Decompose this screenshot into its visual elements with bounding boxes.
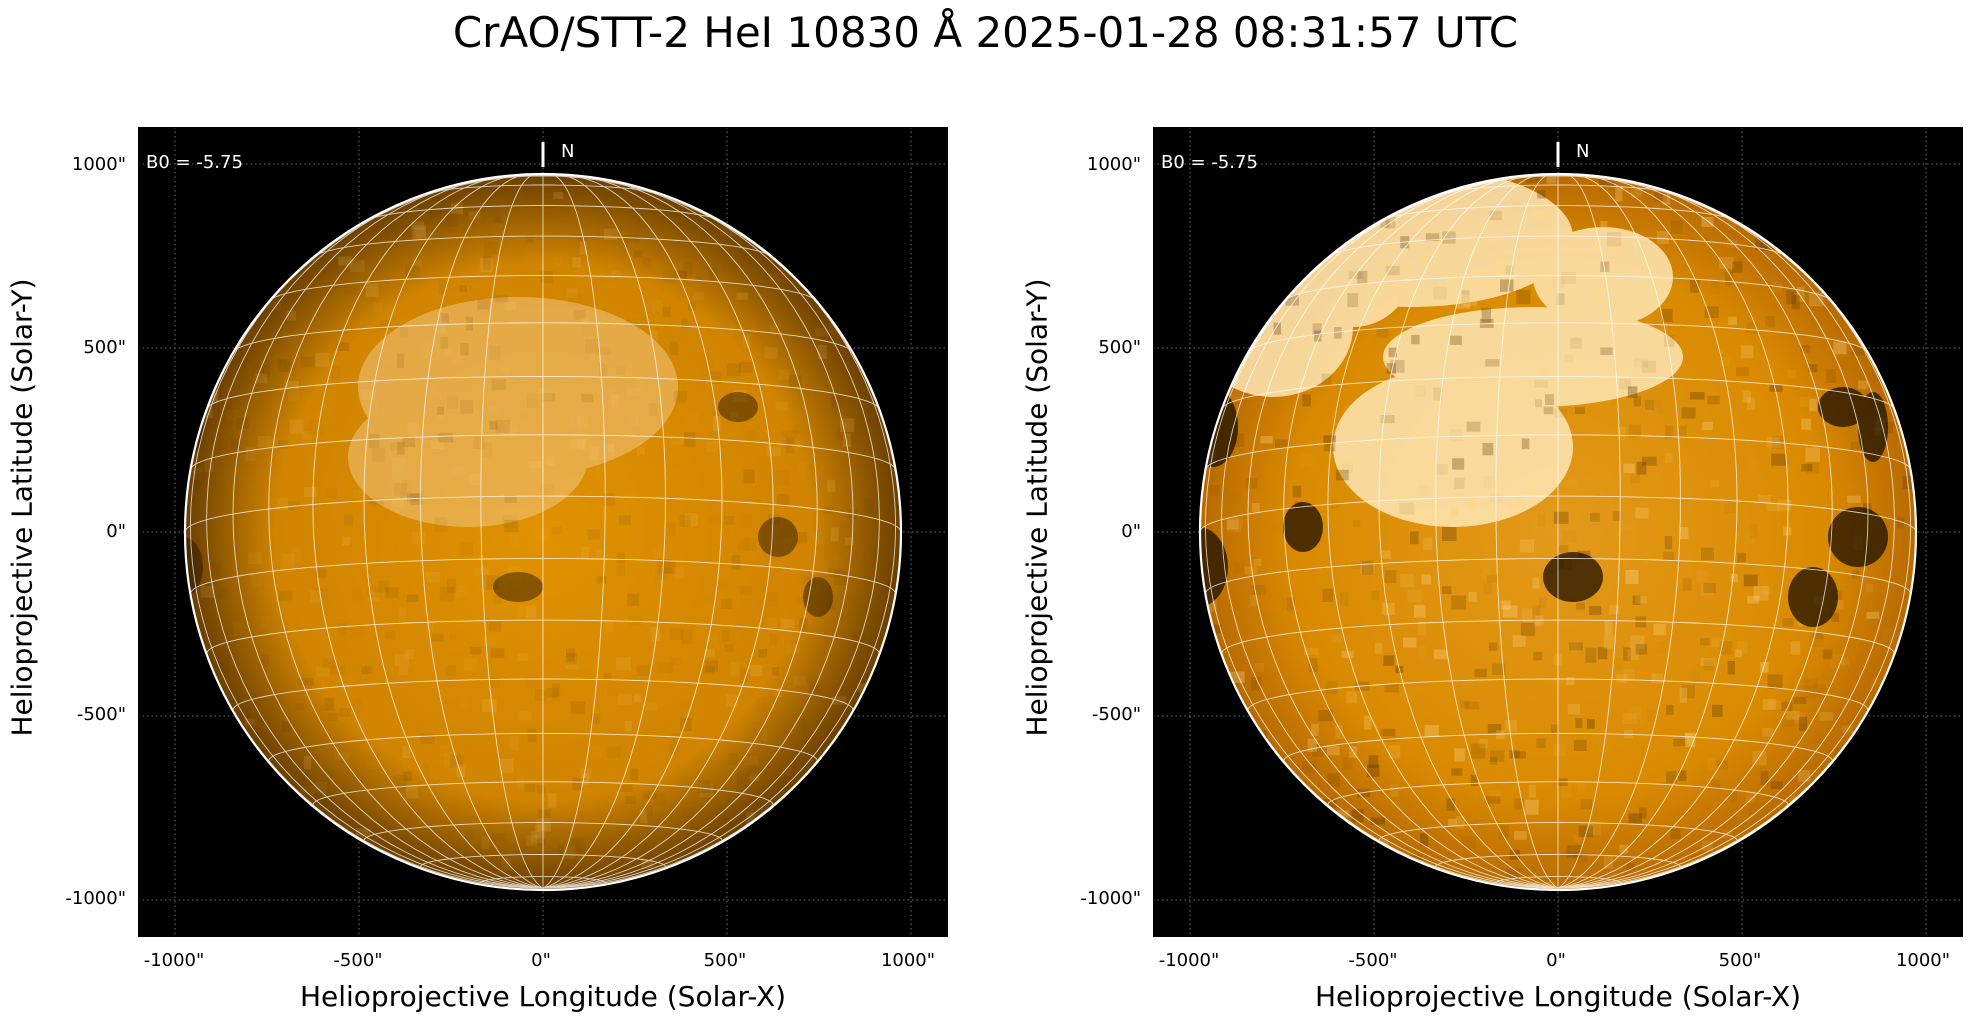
right-x-tick: 1000" [1895,950,1951,971]
figure-title: CrAO/STT-2 HeI 10830 Å 2025-01-28 08:31:… [452,8,1519,57]
plot-frame [138,127,948,937]
right-x-tick: 0" [1546,950,1566,971]
left-solar-image: N B0 = -5.75 [138,127,948,937]
plot-frame [1153,127,1963,937]
heliographic-grid [1200,174,1916,889]
heliographic-grid [185,174,901,889]
left-y-tick: 1000" [71,154,126,175]
right-x-axis-label: Helioprojective Longitude (Solar-X) [1314,980,1802,1013]
left-y-axis-label: Helioprojective Latitude (Solar-Y) [5,278,39,737]
solar-limb [183,172,903,892]
left-y-tick: 0" [106,521,126,542]
right-y-axis-label: Helioprojective Latitude (Solar-Y) [1020,278,1054,737]
solar-disk [1200,174,1916,890]
north-label: N [561,141,574,162]
right-solar-image: N B0 = -5.75 [1153,127,1963,937]
b0-annotation: B0 = -5.75 [146,152,243,173]
left-x-tick: 500" [703,950,747,971]
right-y-tick: -1000" [1080,888,1141,909]
right-x-tick: -1000" [1158,950,1220,971]
left-x-axis-label: Helioprojective Longitude (Solar-X) [299,980,787,1013]
left-solar-disk-map: N B0 = -5.75 [138,127,948,937]
left-x-tick: 1000" [880,950,936,971]
north-label: N [1576,141,1589,162]
left-x-tick: 0" [531,950,551,971]
solar-limb [1198,172,1918,892]
right-y-tick: 0" [1121,521,1141,542]
right-y-tick: -500" [1091,704,1141,725]
right-x-tick: -500" [1348,950,1398,971]
right-y-tick: 500" [1098,337,1141,358]
right-y-tick: 1000" [1086,154,1141,175]
left-y-tick: -500" [76,704,126,725]
left-x-tick: -500" [333,950,383,971]
left-x-tick: -1000" [143,950,205,971]
left-y-tick: 500" [83,337,126,358]
right-solar-disk-map: N B0 = -5.75 [1153,127,1963,937]
b0-annotation: B0 = -5.75 [1161,152,1258,173]
right-x-tick: 500" [1718,950,1762,971]
left-y-tick: -1000" [65,888,126,909]
